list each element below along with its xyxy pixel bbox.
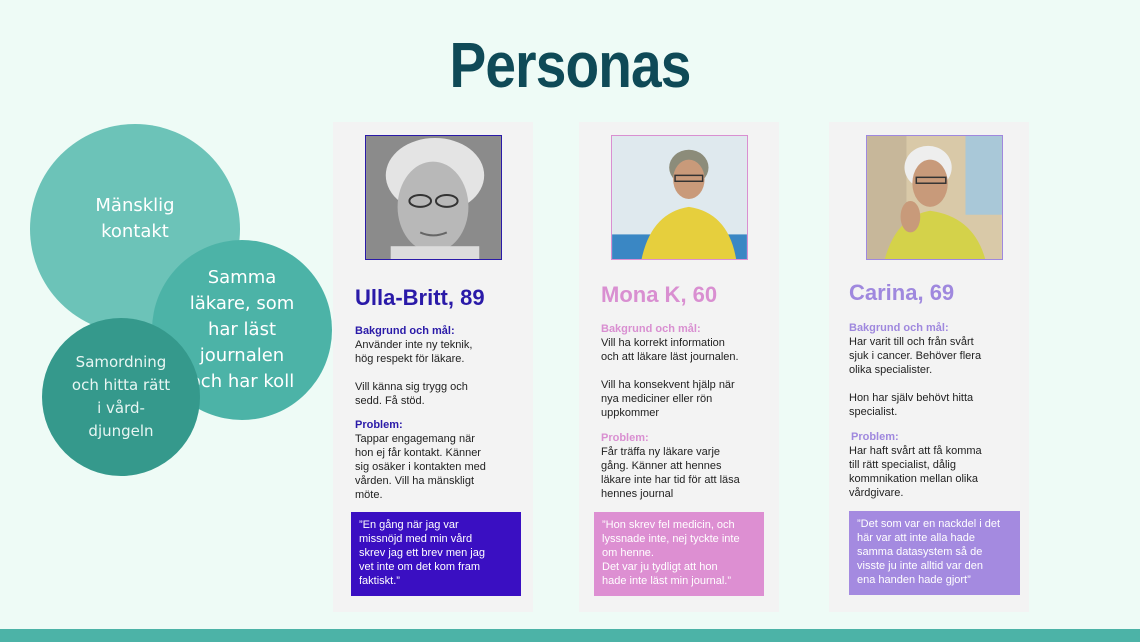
quote-box: ”En gång när jag var missnöjd med min vå… (351, 512, 521, 596)
woman-by-sea-portrait-icon (611, 135, 748, 260)
problem-text: Tappar engagemang när hon ej får kontakt… (355, 433, 486, 501)
quote-box: ”Det som var en nackdel i det här var at… (849, 511, 1020, 595)
background-text: Har varit till och från svårt sjuk i can… (849, 336, 982, 418)
persona-card-ulla-britt: Ulla-Britt, 89 Bakgrund och mål: Använde… (333, 122, 533, 612)
persona-name: Mona K, 60 (601, 282, 718, 307)
problem-text: Har haft svårt att få komma till rätt sp… (849, 445, 982, 499)
page-title: Personas (449, 29, 692, 101)
problem-label: Problem: (851, 431, 899, 443)
background-text: Använder inte ny teknik, hög respekt för… (355, 339, 473, 407)
persona-card-carina: Carina, 69 Bakgrund och mål: Har varit t… (829, 122, 1029, 612)
woman-thinking-portrait-icon (866, 135, 1003, 260)
background-label: Bakgrund och mål: (601, 323, 701, 335)
problem-text: Får träffa ny läkare varje gång. Känner … (601, 446, 740, 500)
background-label: Bakgrund och mål: (849, 322, 949, 334)
background-label: Bakgrund och mål: (355, 325, 455, 337)
persona-card-mona: Mona K, 60 Bakgrund och mål: Vill ha kor… (579, 122, 779, 612)
persona-name: Ulla-Britt, 89 (355, 285, 485, 310)
quote-box: ”Hon skrev fel medicin, och lyssnade int… (594, 512, 764, 596)
theme-circle-same-doctor: Samma läkare, som har läst journalen och… (152, 240, 332, 420)
persona-name: Carina, 69 (849, 280, 955, 305)
theme-circle-human-contact: Mänsklig kontakt (30, 124, 240, 334)
elderly-woman-portrait-icon (365, 135, 502, 260)
problem-label: Problem: (601, 432, 649, 444)
theme-circle-coordination: Samordning och hitta rätt i vård- djunge… (42, 318, 200, 476)
background-text: Vill ha korrekt information och att läka… (601, 337, 739, 419)
problem-label: Problem: (355, 419, 403, 431)
footer-bar (0, 629, 1140, 642)
